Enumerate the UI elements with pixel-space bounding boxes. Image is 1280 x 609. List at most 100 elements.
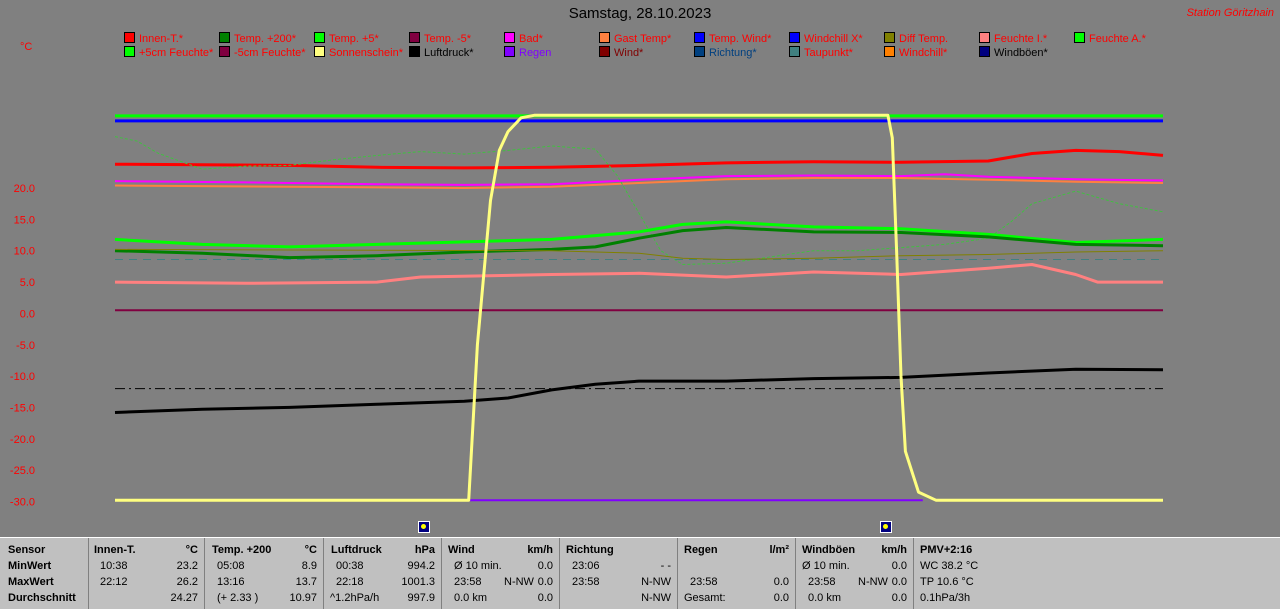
y-tick-label: -10.0: [10, 371, 35, 383]
innen-unit: °C: [185, 544, 198, 556]
legend-label: -5cm Feuchte*: [234, 47, 306, 59]
windboen-total: 0.0: [891, 592, 907, 604]
legend-swatch: [979, 32, 990, 43]
temp200-min-time: 05:08: [217, 560, 245, 572]
innen-column: Innen-T. °C 10:38 23.2 22:12 26.2 24.27: [89, 538, 205, 609]
max-label: MaxWert: [8, 576, 54, 588]
legend-item: Richtung*: [694, 46, 757, 59]
legend-swatch: [124, 46, 135, 57]
regen-total-value: 0.0: [773, 592, 789, 604]
legend-item: Regen: [504, 46, 551, 59]
series-line-feuchte_i: [114, 263, 1163, 285]
legend-swatch: [599, 32, 610, 43]
legend-swatch: [124, 32, 135, 43]
wind-max-value: 0.0: [537, 576, 553, 588]
legend-item: Temp. -5*: [409, 32, 471, 45]
legend-label: Wind*: [614, 47, 644, 59]
wind-avg-total: 0.0: [537, 592, 553, 604]
windboen-avg-label: Ø 10 min.: [802, 560, 850, 572]
temp200-unit: °C: [304, 544, 317, 556]
legend-label: Windchill X*: [804, 33, 863, 45]
innen-header: Innen-T.: [94, 544, 136, 556]
legend-label: Innen-T.*: [139, 33, 184, 45]
y-unit-label: °C: [20, 41, 33, 53]
regen-total-label: Gesamt:: [684, 592, 726, 604]
regen-unit: l/m²: [769, 544, 789, 556]
legend-swatch: [409, 32, 420, 43]
sunset-icon: [880, 521, 892, 533]
legend-label: Temp. -5*: [424, 33, 472, 45]
legend-label: Luftdruck*: [424, 47, 474, 59]
pmv-pressure-trend: 0.1hPa/3h: [920, 592, 971, 604]
windboen-unit: km/h: [881, 544, 907, 556]
legend-swatch: [409, 46, 420, 57]
luftdruck-trend: ^1.2hPa/h: [330, 592, 380, 604]
legend-label: Bad*: [519, 33, 543, 45]
legend-label: +5cm Feuchte*: [139, 47, 214, 59]
windboen-header: Windböen: [802, 544, 856, 556]
wind-column: Wind km/h Ø 10 min. 0.0 23:58 N-NW 0.0 0…: [442, 538, 560, 609]
series-line-diff: [114, 248, 1164, 260]
luftdruck-min-time: 00:38: [336, 560, 364, 572]
series-line-temp200: [114, 226, 1164, 260]
pmv-taupunkt: TP 10.6 °C: [920, 576, 974, 588]
luftdruck-avg-value: 997.9: [407, 592, 435, 604]
temp200-delta: (+ 2.33 ): [217, 592, 259, 604]
temp200-header: Temp. +200: [212, 544, 272, 556]
legend-swatch: [694, 46, 705, 57]
legend-swatch: [884, 46, 895, 57]
richtung-time-2: 23:58: [572, 576, 600, 588]
legend-label: Temp. +5*: [329, 33, 379, 45]
legend-item: Windchill X*: [789, 32, 863, 45]
wind-avg-label: Ø 10 min.: [454, 560, 502, 572]
y-tick-label: -5.0: [16, 340, 35, 352]
series-line-gast: [114, 177, 1164, 189]
windboen-distance: 0.0 km: [808, 592, 842, 604]
innen-min-time: 10:38: [100, 560, 128, 572]
richtung-column: Richtung 23:06 - - 23:58 N-NW N-NW: [560, 538, 678, 609]
legend-item: Temp. +5*: [314, 32, 379, 45]
luftdruck-min-value: 994.2: [407, 560, 435, 572]
legend-swatch: [504, 46, 515, 57]
luftdruck-unit: hPa: [414, 544, 435, 556]
series-line-sonnenschein: [115, 113, 1163, 502]
legend-item: Windböen*: [979, 46, 1048, 59]
regen-column: Regen l/m² 23:58 0.0 Gesamt: 0.0: [678, 538, 796, 609]
y-tick-label: 20.0: [14, 183, 35, 195]
avg-label: Durchschnitt: [8, 592, 76, 604]
luftdruck-max-value: 1001.3: [401, 576, 435, 588]
legend-item: Innen-T.*: [124, 32, 183, 45]
legend-label: Windchill*: [899, 47, 948, 59]
wind-max-time: 23:58: [454, 576, 482, 588]
legend-label: Regen: [519, 47, 552, 59]
luftdruck-header: Luftdruck: [331, 544, 382, 556]
temp200-min-value: 8.9: [301, 560, 317, 572]
sensor-column: Sensor MinWert MaxWert Durchschnitt: [0, 538, 89, 609]
station-name: Station Göritzhain: [1186, 7, 1274, 19]
y-tick-label: 10.0: [14, 246, 35, 258]
pmv-header: PMV+2:16: [920, 544, 973, 556]
legend-label: Temp. Wind*: [709, 33, 772, 45]
legend-item: +5cm Feuchte*: [124, 46, 213, 59]
luftdruck-max-time: 22:18: [336, 576, 364, 588]
windboen-column: Windböen km/h Ø 10 min. 0.0 23:58 N-NW 0…: [796, 538, 914, 609]
temp200-column: Temp. +200 °C 05:08 8.9 13:16 13.7 (+ 2.…: [205, 538, 324, 609]
chart-title: Samstag, 28.10.2023: [568, 5, 712, 22]
legend-swatch: [884, 32, 895, 43]
legend-item: Temp. +200*: [219, 32, 296, 45]
y-tick-label: 5.0: [20, 277, 35, 289]
legend-item: Sonnenschein*: [314, 46, 403, 59]
pmv-column: PMV+2:16 WC 38.2 °C TP 10.6 °C 0.1hPa/3h: [914, 538, 1280, 609]
y-tick-label: 0.0: [20, 308, 35, 320]
innen-max-time: 22:12: [100, 576, 128, 588]
legend-swatch: [789, 46, 800, 57]
legend-swatch: [219, 46, 230, 57]
legend-swatch: [504, 32, 515, 43]
regen-header: Regen: [684, 544, 718, 556]
sunrise-icon: [418, 521, 430, 533]
legend-item: Feuchte I.*: [979, 32, 1047, 45]
series-line-innen: [114, 148, 1164, 170]
windboen-max-value: 0.0: [891, 576, 907, 588]
legend-label: Feuchte I.*: [994, 33, 1048, 45]
richtung-header: Richtung: [566, 544, 614, 556]
